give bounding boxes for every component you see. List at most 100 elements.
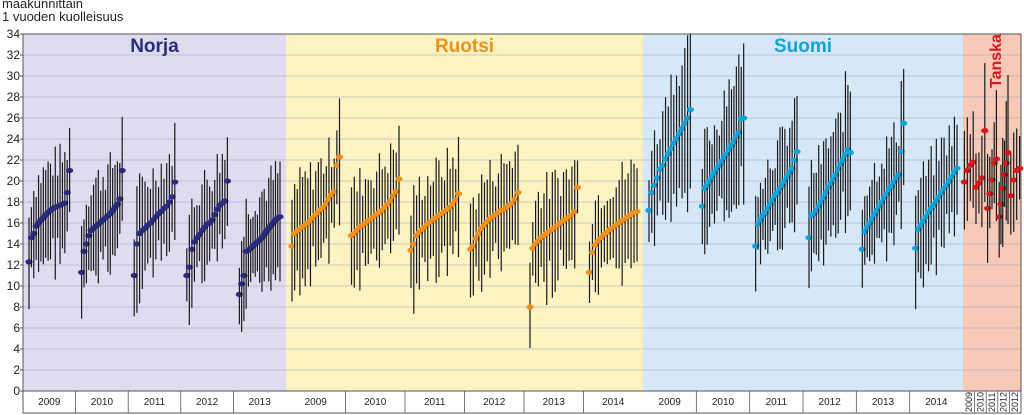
- data-point: [333, 162, 341, 168]
- data-point: [781, 178, 789, 184]
- x-year-label: 2010: [712, 397, 735, 408]
- y-tick-label: 32: [7, 48, 21, 62]
- data-point: [703, 182, 711, 188]
- data-point: [410, 241, 418, 247]
- title-line-1: maakunnittain: [2, 0, 83, 11]
- data-point: [846, 150, 854, 156]
- data-point: [133, 241, 141, 247]
- data-point: [66, 167, 74, 174]
- data-point: [930, 202, 938, 208]
- y-tick-label: 10: [7, 279, 21, 293]
- data-point: [978, 175, 986, 181]
- data-point: [924, 209, 933, 216]
- data-point: [188, 246, 196, 252]
- data-point: [997, 201, 1005, 207]
- data-point: [678, 125, 686, 132]
- data-point: [715, 162, 723, 168]
- data-point: [168, 194, 176, 200]
- data-point: [773, 189, 782, 196]
- data-point: [1004, 150, 1012, 156]
- data-point: [805, 235, 813, 241]
- data-point: [725, 146, 733, 153]
- data-point: [221, 198, 229, 204]
- data-point: [710, 170, 719, 176]
- y-tick-label: 16: [7, 216, 21, 230]
- data-point: [914, 226, 922, 232]
- data-point: [656, 166, 664, 173]
- data-point: [972, 184, 980, 190]
- data-point: [812, 207, 820, 213]
- data-point: [730, 139, 738, 145]
- data-point: [208, 217, 216, 223]
- plot-frame: [22, 33, 1022, 392]
- x-year-label: 2011: [987, 393, 997, 412]
- data-point: [992, 156, 1001, 162]
- data-point: [953, 165, 961, 171]
- data-point: [325, 196, 333, 202]
- x-year-label: 2013: [872, 397, 895, 408]
- data-point: [698, 203, 706, 209]
- data-point: [389, 193, 398, 199]
- data-point: [195, 231, 204, 238]
- panel-label-norja: Norja: [130, 36, 179, 57]
- data-point: [723, 151, 731, 157]
- data-point: [975, 180, 983, 186]
- data-point: [211, 212, 219, 218]
- data-point: [223, 178, 231, 184]
- title-line-2: 1 vuoden kuolleisuus: [2, 9, 124, 24]
- data-point: [870, 212, 879, 218]
- panel-bg-suomi: [643, 34, 963, 391]
- data-point: [948, 174, 956, 180]
- x-year-label: 2012: [196, 397, 219, 408]
- y-tick-label: 2: [13, 363, 20, 377]
- data-point: [650, 182, 659, 188]
- data-point: [887, 183, 896, 189]
- y-tick-label: 12: [7, 258, 21, 272]
- data-point: [981, 128, 989, 134]
- data-point: [790, 157, 799, 163]
- data-point: [706, 178, 714, 184]
- x-year-label: 2014: [602, 397, 625, 408]
- data-point: [740, 115, 748, 121]
- x-year-label: 2011: [144, 397, 166, 408]
- x-year-label: 2011: [424, 397, 446, 408]
- data-point: [585, 269, 594, 275]
- data-point: [756, 217, 765, 223]
- panel-bg-ruotsi: [286, 34, 643, 391]
- x-year-label: 2010: [91, 397, 114, 408]
- y-tick-label: 22: [7, 153, 21, 167]
- data-point: [764, 205, 772, 211]
- data-point: [778, 182, 787, 188]
- data-point: [875, 203, 883, 209]
- y-tick-label: 4: [13, 342, 20, 356]
- x-year-label: 2012: [483, 397, 506, 408]
- data-point: [288, 243, 296, 249]
- data-point: [183, 272, 191, 279]
- data-point: [819, 195, 828, 201]
- data-point: [895, 172, 903, 178]
- data-point: [718, 158, 726, 164]
- data-point: [469, 243, 477, 249]
- data-point: [472, 236, 480, 242]
- data-point: [766, 201, 774, 207]
- y-tick-label: 30: [7, 69, 21, 83]
- data-point: [452, 197, 460, 203]
- x-year-label: 2012: [1010, 392, 1020, 412]
- data-point: [735, 130, 743, 136]
- data-point: [1010, 177, 1018, 183]
- data-point: [839, 157, 847, 163]
- y-tick-label: 0: [13, 384, 20, 398]
- panel-label-suomi: Suomi: [774, 36, 832, 57]
- data-point: [322, 201, 330, 207]
- data-point: [834, 166, 842, 173]
- data-point: [190, 239, 199, 245]
- data-point: [645, 207, 653, 213]
- data-point: [330, 188, 338, 195]
- chart-title: maakunnittain 1 vuoden kuolleisuus: [2, 0, 123, 23]
- data-point: [922, 214, 930, 220]
- data-point: [633, 208, 641, 215]
- data-point: [752, 243, 760, 249]
- data-point: [171, 179, 179, 185]
- data-point: [664, 151, 672, 157]
